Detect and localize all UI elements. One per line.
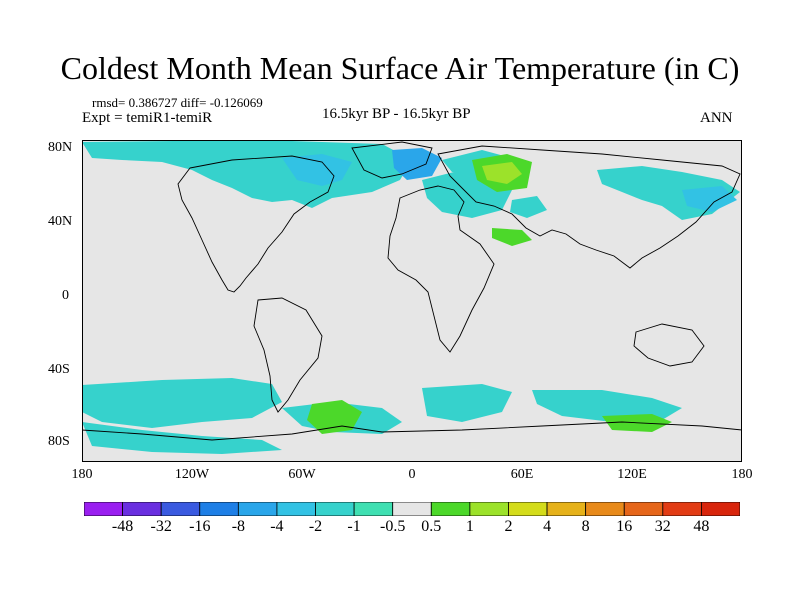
anomaly-cool-antarctica-west [82, 422, 282, 454]
colorbar-label: -8 [231, 518, 246, 535]
colorbar-cell [237, 502, 278, 516]
y-tick-40N: 40N [48, 214, 73, 229]
coast-south-america [253, 297, 323, 413]
period-label: 16.5kyr BP - 16.5kyr BP [322, 106, 471, 122]
colorbar-label: -4 [270, 518, 284, 535]
anomaly-warm-arabia [492, 228, 532, 246]
colorbar-cell [430, 502, 471, 516]
x-tick-180E: 180 [731, 467, 753, 482]
anomaly-cool-south-east [532, 390, 682, 422]
anomaly-field [82, 140, 740, 454]
colorbar-label: 0.5 [421, 518, 442, 535]
colorbar [84, 502, 740, 516]
anomaly-cooler-canada [282, 154, 352, 186]
colorbar-label: -1 [347, 518, 361, 535]
colorbar-cell [701, 502, 740, 516]
colorbar-cell [508, 502, 548, 516]
colorbar-cell [122, 502, 162, 516]
coast-north-america [177, 155, 335, 293]
x-tick-60W: 60W [288, 467, 316, 482]
coast-africa-europe [387, 185, 495, 353]
coast-eurasia [437, 145, 741, 269]
colorbar-label: -2 [308, 518, 323, 535]
map-panel [82, 140, 742, 462]
experiment-label: Expt = temiR1-temiR [82, 110, 213, 126]
colorbar-cell [84, 502, 123, 516]
x-tick-120E: 120E [617, 467, 647, 482]
map-frame [82, 140, 742, 462]
x-tick-180W: 180 [71, 467, 93, 482]
colorbar-cell [392, 502, 432, 516]
coastlines [82, 141, 742, 441]
colorbar-label: -0.5 [380, 518, 406, 535]
coast-antarctica [82, 421, 742, 441]
colorbar-cell [315, 502, 355, 516]
season-label: ANN [700, 110, 733, 126]
colorbar-cell [469, 502, 509, 516]
colorbar-label: -48 [111, 518, 134, 535]
anomaly-cool-central-asia [510, 196, 547, 218]
chart-title: Coldest Month Mean Surface Air Temperatu… [60, 50, 740, 86]
colorbar-cell [353, 502, 394, 516]
anomaly-cool-greenland [392, 148, 442, 180]
colorbar-label: 2 [504, 518, 513, 535]
colorbar-cell [662, 502, 702, 516]
x-tick-60E: 60E [510, 467, 534, 482]
y-tick-80S: 80S [48, 434, 70, 449]
colorbar-cell [160, 502, 201, 516]
stats-label: rmsd= 0.386727 diff= -0.126069 [92, 95, 263, 110]
colorbar-cell [623, 502, 664, 516]
y-tick-80N: 80N [48, 140, 73, 155]
colorbar-label: 4 [543, 518, 552, 535]
anomaly-cooler-east-asia [682, 186, 737, 212]
x-tick-120W: 120W [174, 467, 210, 482]
x-tick-0: 0 [408, 467, 416, 482]
colorbar-label: 8 [581, 518, 590, 535]
colorbar-label: -32 [150, 518, 172, 535]
colorbar-label: 32 [654, 518, 671, 535]
colorbar-label: -16 [189, 518, 211, 535]
colorbar-cell [585, 502, 625, 516]
colorbar-cell [199, 502, 239, 516]
anomaly-warm-weddell [307, 400, 362, 434]
colorbar-label: 48 [693, 518, 710, 535]
coast-greenland [351, 141, 433, 179]
coast-australia [633, 323, 705, 367]
anomaly-cool-south-pacific [82, 378, 282, 428]
colorbar-cell [276, 502, 316, 516]
anomaly-cool-south-indian [422, 384, 512, 422]
y-tick-40S: 40S [48, 362, 70, 377]
y-tick-0: 0 [62, 288, 69, 303]
colorbar-label: 16 [616, 518, 633, 535]
anomaly-warmer-russia [482, 162, 522, 184]
colorbar-label: 1 [465, 518, 474, 535]
colorbar-cell [546, 502, 587, 516]
